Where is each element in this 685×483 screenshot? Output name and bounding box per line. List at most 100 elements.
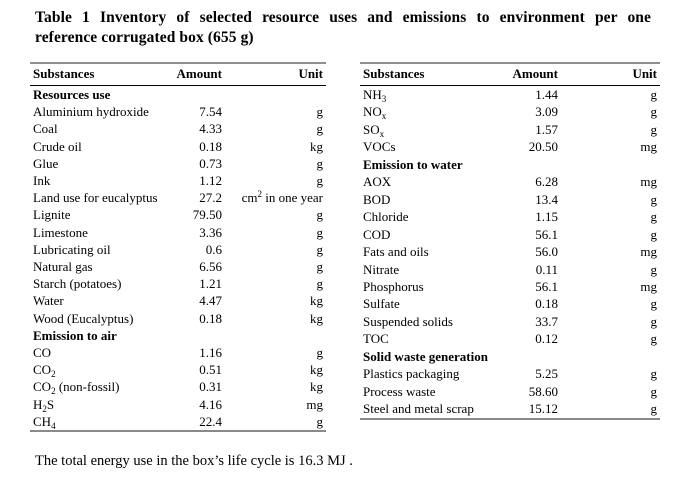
table-row: VOCs 20.50 mg	[360, 138, 660, 155]
amount-cell: 27.2	[199, 190, 222, 206]
amount-cell: 0.31	[199, 379, 222, 395]
unit-cell: mg	[640, 139, 657, 155]
amount-cell: 79.50	[192, 207, 222, 223]
unit-cell: g	[650, 401, 658, 417]
table-row: Limestone 3.36 g	[30, 224, 326, 241]
section-row: Resources use	[30, 86, 326, 104]
table-row: CO2 0.51 kg	[30, 361, 326, 379]
unit-cell: g	[650, 226, 658, 242]
unit-cell: g	[316, 276, 324, 292]
table-row: H2S 4.16 mg	[30, 396, 326, 414]
amount-cell: 4.47	[199, 293, 222, 309]
unit-cell: g	[316, 224, 324, 240]
unit-cell: g	[316, 173, 324, 189]
substance-cell: Glue	[33, 155, 59, 171]
table-row: Phosphorus 56.1 mg	[360, 278, 660, 295]
amount-cell: 0.18	[535, 296, 558, 312]
amount-cell: 33.7	[535, 313, 558, 329]
substance-cell: Nitrate	[363, 261, 400, 277]
unit-cell: g	[316, 207, 324, 223]
amount-cell: 3.09	[535, 104, 558, 120]
table-row: Process waste 58.60 g	[360, 383, 660, 400]
amount-cell: 0.51	[199, 362, 222, 378]
amount-cell: 1.15	[535, 209, 558, 225]
substance-cell: Land use for eucalyptus	[33, 190, 158, 206]
table-row: CH4 22.4 g	[30, 413, 326, 431]
substance-cell: AOX	[363, 174, 392, 190]
substance-cell: COD	[363, 226, 391, 242]
amount-cell: 15.12	[528, 401, 558, 417]
amount-cell: 4.16	[199, 396, 222, 412]
unit-cell: g	[316, 345, 324, 361]
table-row: Wood (Eucalyptus) 0.18 kg	[30, 310, 326, 327]
substance-cell: Ink	[33, 173, 51, 189]
unit-cell: g	[316, 259, 324, 275]
substance-cell: Sulfate	[363, 296, 400, 312]
substance-cell: Crude oil	[33, 138, 82, 154]
unit-cell: g	[316, 413, 324, 429]
table-row: Sulfate 0.18 g	[360, 295, 660, 312]
col-header-unit: Unit	[632, 66, 657, 81]
substance-cell: Plastics packaging	[363, 366, 460, 382]
unit-cell: g	[650, 261, 658, 277]
col-header-substances: Substances	[33, 66, 95, 81]
inventory-table-right: Substances Amount Unit NH3 1.44 g NOx 3.09 g SOx 1…	[360, 62, 660, 420]
table-row: Water 4.47 kg	[30, 292, 326, 309]
amount-cell: 7.54	[199, 104, 222, 120]
amount-cell: 0.12	[535, 331, 558, 347]
substance-cell: Starch (potatoes)	[33, 276, 122, 292]
section-label: Emission to air	[33, 327, 117, 343]
unit-cell: cm2 in one year	[241, 189, 323, 206]
amount-cell: 13.4	[535, 191, 558, 207]
amount-cell: 0.73	[199, 155, 222, 171]
table-row: Steel and metal scrap 15.12 g	[360, 400, 660, 418]
substance-cell: Lignite	[33, 207, 71, 223]
substance-cell: BOD	[363, 191, 391, 207]
unit-cell: g	[650, 331, 658, 347]
substance-cell: Wood (Eucalyptus)	[33, 310, 134, 326]
unit-cell: g	[316, 104, 324, 120]
table-row: SOx 1.57 g	[360, 121, 660, 139]
substance-cell: CH4	[33, 413, 56, 431]
substance-cell: Phosphorus	[363, 278, 424, 294]
header-row: Substances Amount Unit	[360, 63, 660, 86]
substance-cell: Fats and oils	[363, 244, 429, 260]
unit-cell: g	[650, 366, 658, 382]
table-row: BOD 13.4 g	[360, 191, 660, 208]
section-row: Emission to air	[30, 327, 326, 344]
substance-cell: VOCs	[363, 139, 396, 155]
amount-cell: 1.44	[535, 87, 558, 102]
amount-cell: 56.0	[535, 244, 558, 260]
resources-and-air-table: Substances Amount Unit Resources use Alumini…	[30, 62, 326, 433]
unit-cell: g	[650, 121, 658, 137]
table-row: Land use for eucalyptus 27.2 cm2 in one ye…	[30, 189, 326, 206]
unit-cell: g	[316, 121, 324, 137]
table-row: Crude oil 0.18 kg	[30, 138, 326, 155]
table-row: Ink 1.12 g	[30, 172, 326, 189]
substance-cell: NOx	[363, 104, 387, 122]
amount-cell: 1.57	[535, 121, 558, 137]
substance-cell: CO	[33, 345, 52, 361]
substance-cell: H2S	[33, 396, 55, 414]
table-row: Fats and oils 56.0 mg	[360, 243, 660, 260]
substance-cell: NH3	[363, 87, 387, 104]
table-row: Chloride 1.15 g	[360, 208, 660, 225]
table-row: CO 1.16 g	[30, 344, 326, 361]
amount-cell: 1.21	[199, 276, 222, 292]
amount-cell: 58.60	[528, 383, 558, 399]
unit-cell: g	[316, 155, 324, 171]
table-row: Plastics packaging 5.25 g	[360, 365, 660, 382]
amount-cell: 0.6	[205, 241, 222, 257]
section-row: Solid waste generation	[360, 348, 660, 365]
amount-cell: 22.4	[199, 413, 222, 429]
col-header-amount: Amount	[176, 66, 222, 81]
water-and-waste-table: Substances Amount Unit NH3 1.44 g NOx 3.09 g SOx 1…	[360, 62, 660, 420]
section-label: Resources use	[33, 87, 111, 102]
inventory-table-left: Substances Amount Unit Resources use Alumini…	[30, 62, 326, 433]
amount-cell: 3.36	[199, 224, 222, 240]
table-caption: Table 1 Inventory of selected resource u…	[35, 8, 651, 48]
section-row: Emission to water	[360, 156, 660, 173]
amount-cell: 4.33	[199, 121, 222, 137]
section-label: Emission to water	[363, 156, 463, 172]
